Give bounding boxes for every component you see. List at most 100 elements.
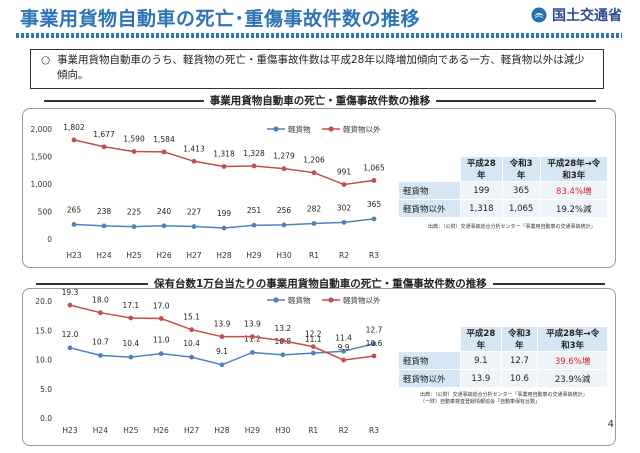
data-point <box>219 362 225 368</box>
data-label: 256 <box>277 206 292 215</box>
data-point <box>161 223 167 229</box>
heading-rule-right <box>492 283 605 285</box>
table-row: 軽貨物以外 1,318 1,065 19.2%減 <box>398 199 609 218</box>
table-cell: 199 <box>460 181 503 200</box>
x-tick-label: R1 <box>309 251 319 260</box>
data-point <box>341 219 347 225</box>
data-point <box>251 163 257 169</box>
data-label: 240 <box>157 207 172 216</box>
y-tick-label: 15.0 <box>35 326 52 335</box>
mlit-logo-icon <box>531 7 547 23</box>
chart1-heading: 事業用貨物自動車の死亡・重傷事故件数の推移 <box>30 93 610 108</box>
data-label: 282 <box>307 204 322 213</box>
data-point <box>67 302 73 308</box>
row-label: 軽貨物以外 <box>398 369 461 388</box>
legend-marker <box>273 297 279 303</box>
x-tick-label: H30 <box>275 426 290 435</box>
data-label: 10.4 <box>183 339 200 348</box>
y-tick-label: 0.0 <box>40 414 52 423</box>
table-header-row: 平成28年 令和3年 平成28年→令和3年 <box>398 156 609 182</box>
table-row: 軽貨物 9.1 12.7 39.6%増 <box>398 351 608 370</box>
data-point <box>281 222 287 228</box>
x-tick-label: H26 <box>156 251 171 260</box>
table-header: 令和3年 <box>501 156 541 182</box>
table-cell: 9.1 <box>460 351 502 370</box>
stats-table-2: 平成28年 令和3年 平成28年→令和3年 軽貨物 9.1 12.7 39.6%… <box>398 326 608 388</box>
data-label: 19.3 <box>62 288 79 297</box>
change-cell: 39.6%増 <box>537 351 608 370</box>
legend-marker <box>273 126 279 132</box>
data-label: 1,065 <box>363 163 385 172</box>
x-tick-label: H27 <box>184 426 199 435</box>
change-cell: 23.9%減 <box>537 369 608 388</box>
data-point <box>221 225 227 231</box>
data-label: 11.4 <box>335 333 352 342</box>
table-corner <box>398 156 461 182</box>
row-label: 軽貨物以外 <box>398 199 461 218</box>
chart1-title: 事業用貨物自動車の死亡・重傷事故件数の推移 <box>209 95 431 107</box>
x-tick-label: H28 <box>216 251 231 260</box>
data-label: 11.0 <box>153 336 170 345</box>
summary-box: ○ 事業用貨物自動車のうち、軽貨物の死亡・重傷事故件数は平成28年以降増加傾向で… <box>30 49 604 89</box>
data-point <box>101 223 107 229</box>
data-point <box>158 316 164 321</box>
legend-marker <box>328 126 334 132</box>
table-cell: 12.7 <box>500 351 539 370</box>
data-label: 1,413 <box>183 144 205 153</box>
data-label: 302 <box>337 203 352 212</box>
change-cell: 83.4%増 <box>539 181 609 200</box>
chart2-heading: 保有台数1万台当たりの事業用貨物自動車の死亡・重傷事故件数の推移 <box>30 276 610 291</box>
stats-table-1: 平成28年 令和3年 平成28年→令和3年 軽貨物 199 365 83.4%増… <box>398 156 609 218</box>
x-tick-label: H29 <box>246 251 261 260</box>
x-tick-label: R2 <box>339 426 349 435</box>
data-label: 1,677 <box>93 130 115 139</box>
data-point <box>311 170 317 176</box>
table-row: 軽貨物以外 13.9 10.6 23.9%減 <box>398 369 608 388</box>
data-point <box>189 354 195 360</box>
y-tick-label: 2,000 <box>31 125 53 134</box>
data-label: 199 <box>217 209 232 218</box>
data-label: 365 <box>367 200 382 209</box>
data-point <box>161 149 167 155</box>
table-header: 平成28年 <box>460 326 502 352</box>
table-header: 平成28年→令和3年 <box>539 156 609 182</box>
data-point <box>221 164 227 169</box>
data-label: 1,590 <box>123 135 145 144</box>
ministry-logo: 国土交通省 <box>531 5 622 25</box>
table-cell: 1,318 <box>460 199 503 218</box>
data-label: 11.1 <box>305 335 322 344</box>
data-point <box>71 222 77 227</box>
x-tick-label: R3 <box>369 426 379 435</box>
data-point <box>219 334 225 340</box>
x-tick-label: H28 <box>214 426 229 435</box>
data-label: 10.7 <box>92 337 109 346</box>
y-tick-label: 1,500 <box>31 153 53 162</box>
data-point <box>98 353 103 358</box>
legend-label: 軽貨物 <box>288 124 311 134</box>
x-tick-label: H29 <box>245 426 260 435</box>
data-point <box>280 338 286 344</box>
data-label: 9.9 <box>338 343 350 352</box>
data-point <box>371 178 377 183</box>
legend-label: 軽貨物以外 <box>343 295 381 305</box>
table-corner <box>398 326 461 352</box>
data-point <box>191 158 197 164</box>
x-tick-label: H23 <box>62 426 77 435</box>
data-label: 1,328 <box>243 149 265 158</box>
series-line <box>73 139 375 186</box>
data-point <box>280 352 286 358</box>
table-cell: 10.6 <box>500 369 539 388</box>
heading-rule-left <box>43 100 204 102</box>
table2-source-1: 出典：（公財）交通事故総合分析センター「事業用自動車の交通事故統計」 <box>420 392 588 398</box>
data-point <box>341 348 346 354</box>
data-label: 1,318 <box>213 150 235 159</box>
table-header: 平成28年→令和3年 <box>537 326 608 352</box>
data-point <box>371 216 377 222</box>
data-label: 12.2 <box>305 330 322 339</box>
data-label: 1,206 <box>303 156 325 165</box>
data-point <box>281 166 287 172</box>
table2-source-2: （一財）自動車検査登録情報協会「自動車保有台数」 <box>420 399 541 405</box>
summary-text: 事業用貨物自動車のうち、軽貨物の死亡・重傷事故件数は平成28年以降増加傾向である… <box>57 54 585 81</box>
data-label: 225 <box>127 208 142 217</box>
data-point <box>191 224 197 229</box>
